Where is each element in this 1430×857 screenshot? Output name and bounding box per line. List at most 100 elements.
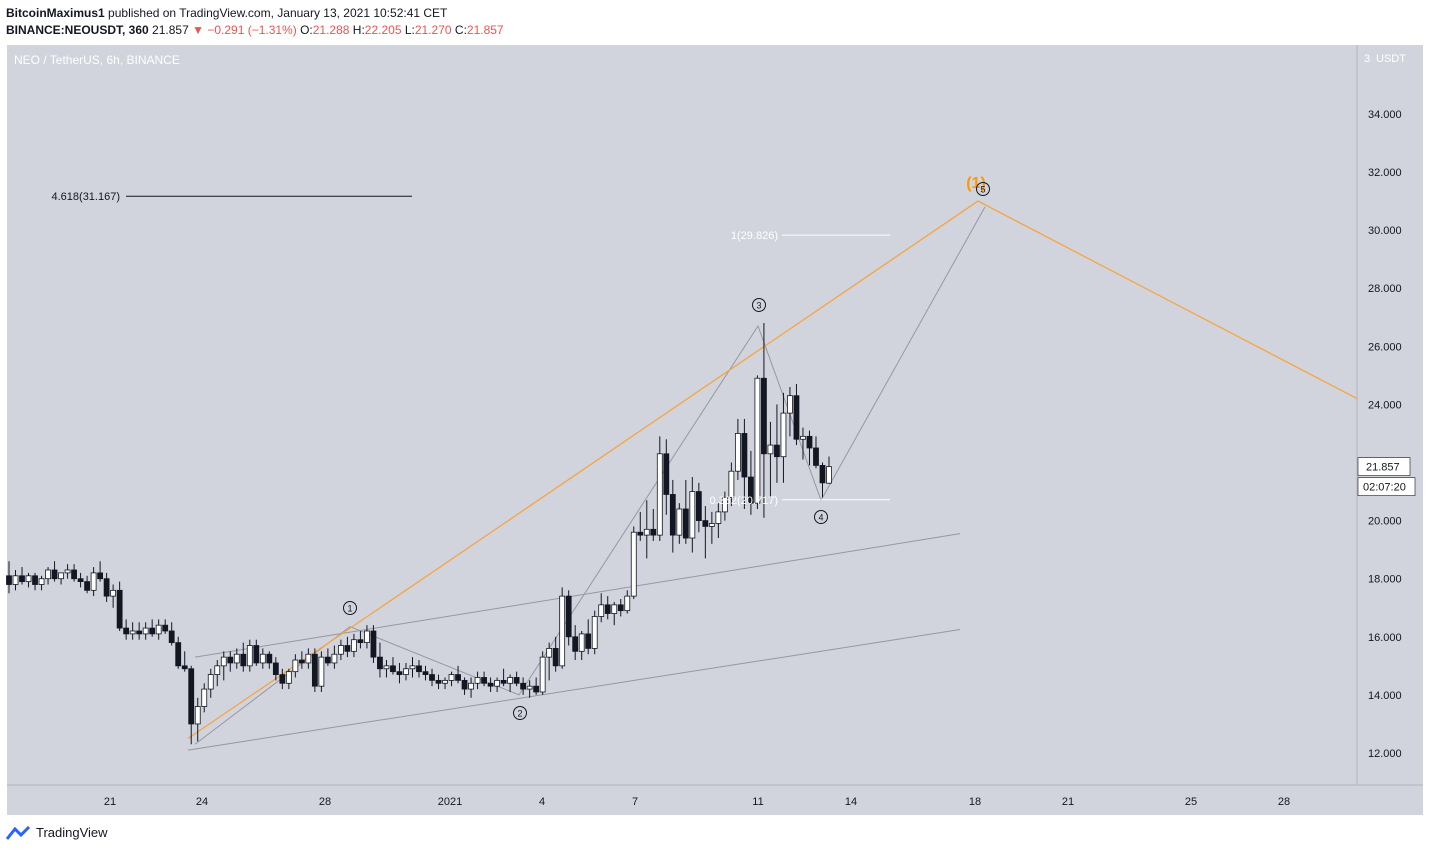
wave-5-marker-circle (976, 182, 990, 196)
candle (233, 648, 240, 669)
chart-title: NEO / TetherUS, 6h, BINANCE (14, 53, 180, 67)
candle (351, 633, 357, 658)
candle-body (377, 656, 383, 670)
candle-body (305, 653, 312, 664)
candle (780, 392, 787, 483)
candle-body (669, 494, 676, 536)
candle (318, 651, 325, 692)
candle (533, 677, 540, 695)
candle-body (800, 435, 806, 440)
y-tick-label: 18.000 (1368, 574, 1402, 586)
candle (116, 581, 123, 631)
candle-body (533, 685, 540, 693)
candle-body (181, 665, 188, 670)
price-change: −0.291 (−1.31%) (207, 23, 297, 37)
candle (689, 477, 696, 553)
candle (637, 511, 644, 541)
fib-4618-label: 4.618(31.167) (52, 191, 121, 203)
candle-body (637, 531, 644, 536)
candle (578, 630, 585, 661)
candle (513, 671, 520, 687)
candle (461, 677, 468, 695)
candle (500, 668, 507, 687)
candle-body (84, 581, 90, 591)
candle-body (656, 453, 663, 536)
candle (136, 622, 143, 640)
low-label: L: (404, 23, 415, 37)
candle-body (630, 531, 637, 597)
candle (292, 654, 299, 678)
candle-body (774, 444, 780, 458)
candle-body (591, 616, 598, 649)
candle (390, 657, 396, 675)
high-value: 22.205 (364, 23, 402, 37)
candle (800, 427, 806, 460)
symbol-line: BINANCE:NEOUSDT, 360 21.857 ▼ −0.291 (−1… (6, 23, 504, 37)
last-price-box-bg (1357, 457, 1411, 476)
candle (168, 622, 175, 646)
candle-body (123, 627, 130, 635)
wave-5-marker: 5 (980, 185, 985, 195)
candle-body (45, 569, 51, 580)
time-axis[interactable] (7, 785, 1423, 815)
close-label: C: (454, 23, 467, 37)
published-text: published on TradingView.com, January 13… (108, 6, 448, 20)
candle-body (116, 589, 123, 629)
candle-body (194, 706, 201, 725)
candle-body (793, 395, 800, 440)
candle (279, 668, 286, 690)
candle (409, 657, 416, 678)
candle-body (624, 595, 631, 612)
candle (272, 657, 279, 681)
candle-body (767, 444, 774, 455)
candle-body (787, 395, 793, 414)
candle (311, 648, 318, 692)
candle-body (207, 674, 214, 690)
candle-body (168, 630, 175, 644)
candle (266, 651, 273, 669)
price-axis[interactable] (1357, 45, 1423, 785)
candle (507, 674, 514, 692)
candle-body (650, 528, 657, 536)
wave-2-marker-circle (513, 706, 527, 720)
brand-name: TradingView (36, 825, 108, 840)
countdown-label: 02:07:20 (1363, 482, 1406, 494)
candle (246, 639, 253, 672)
candle (468, 677, 474, 698)
candle-body (663, 453, 670, 495)
wave-1-marker-circle (343, 601, 357, 615)
candle-body (351, 639, 357, 652)
candle-body (233, 653, 240, 664)
candle (227, 651, 234, 672)
wave-3-marker: 3 (756, 301, 761, 311)
candle (774, 404, 780, 483)
candle (721, 491, 728, 521)
y-tick-label: 28.000 (1368, 283, 1402, 295)
drawings (126, 195, 1358, 751)
candle-body (676, 508, 683, 536)
wave-1-path (187, 200, 1358, 740)
candle (344, 636, 351, 658)
candle-body (272, 662, 279, 675)
last-price-box: 21.857 02:07:20 (1357, 457, 1416, 496)
candle (617, 599, 624, 617)
candle (734, 418, 741, 480)
candle (754, 375, 761, 509)
candle (6, 561, 12, 594)
candle-body (461, 679, 468, 690)
candle-body (338, 645, 344, 655)
change-arrow-icon: ▼ (192, 23, 204, 37)
candle (481, 671, 487, 687)
footer-brand[interactable]: TradingView (6, 825, 108, 840)
candle (682, 479, 689, 544)
candle (656, 436, 663, 541)
candle (51, 561, 58, 582)
author-name[interactable]: BitcoinMaximus1 (6, 6, 105, 20)
y-tick-label: 12.000 (1368, 748, 1402, 760)
candle-body (435, 679, 442, 684)
candle (526, 680, 533, 698)
candle (377, 642, 383, 678)
low-value: 21.270 (414, 23, 452, 37)
